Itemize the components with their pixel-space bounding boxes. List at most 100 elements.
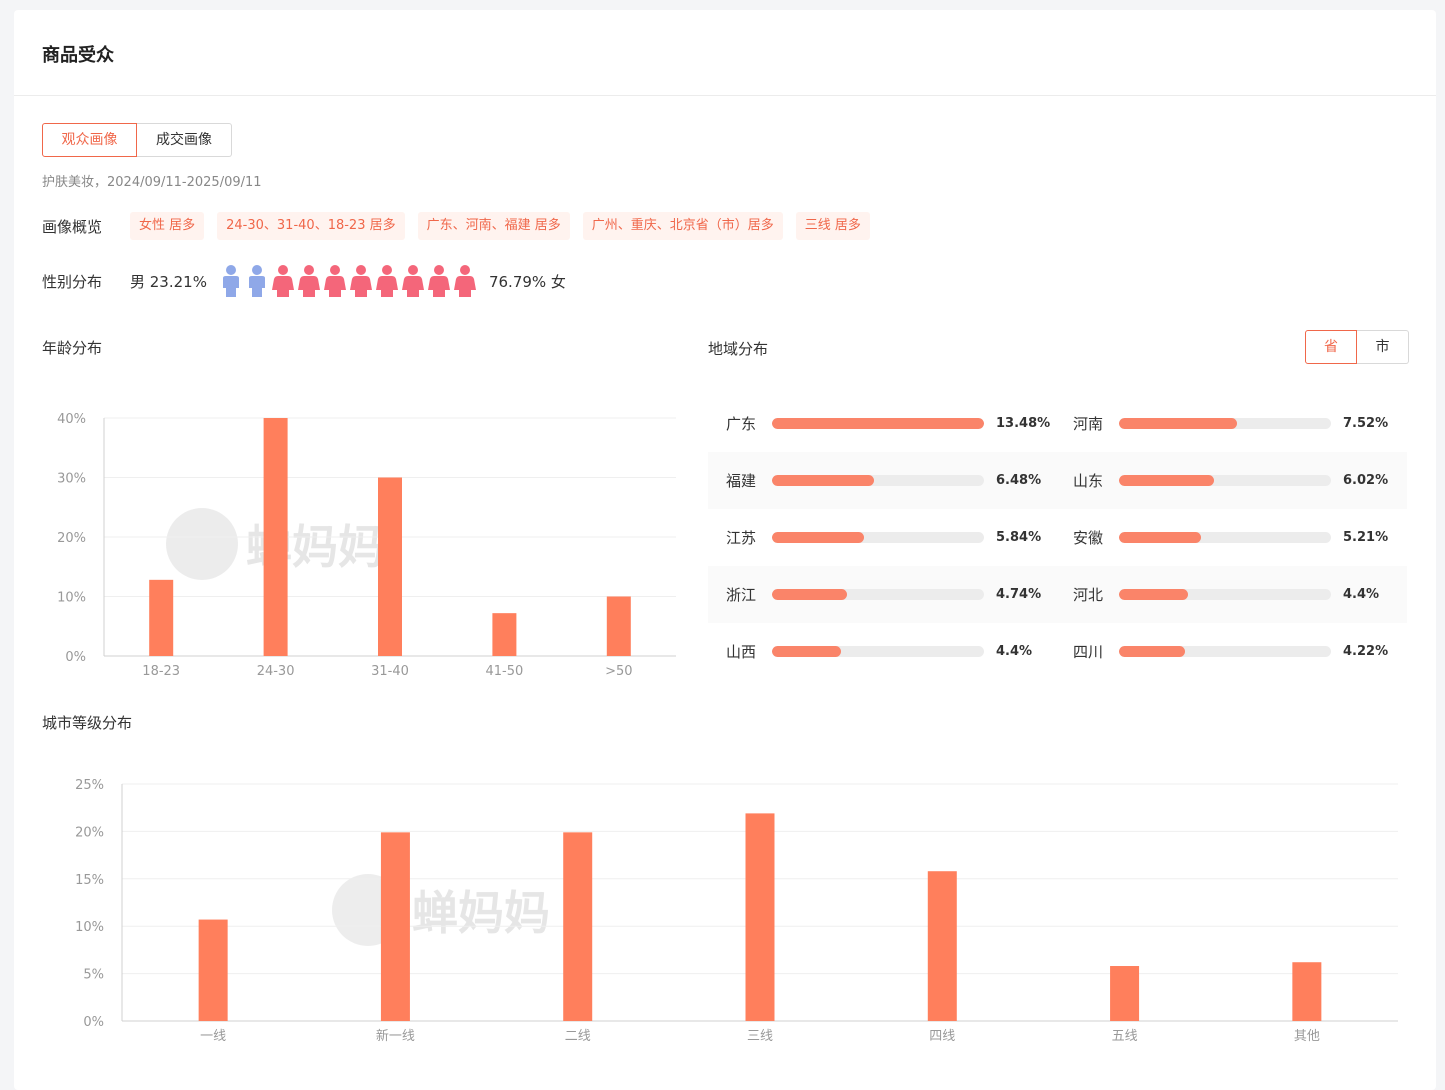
region-name: 河北 [1073, 586, 1104, 604]
x-tick-label: 24-30 [257, 664, 295, 678]
bar [745, 813, 775, 1021]
gender-people-icons [218, 264, 478, 298]
region-item: 安徽 5.21% [1055, 527, 1402, 548]
bar [198, 919, 228, 1021]
bar [563, 832, 593, 1021]
region-item: 山东 6.02% [1055, 470, 1402, 491]
y-tick-label: 5% [83, 968, 104, 983]
bar [606, 596, 631, 656]
region-bar-fill [1119, 475, 1214, 486]
region-row: 福建 6.48% 山东 6.02% [708, 452, 1407, 509]
region-row: 江苏 5.84% 安徽 5.21% [708, 509, 1407, 566]
region-item: 河北 4.4% [1055, 584, 1402, 605]
card-title: 商品受众 [42, 45, 114, 66]
region-list: 广东 13.48% 河南 7.52% 福建 6.48% 山东 6.02% 江苏 5.84% 安徽 5.… [708, 395, 1407, 680]
x-tick-label: >50 [605, 664, 632, 678]
female-person-icon [271, 265, 294, 297]
region-percentage: 7.52% [1343, 416, 1389, 431]
region-bar-fill [772, 475, 874, 486]
region-bar-track [772, 646, 984, 657]
female-person-icon [297, 265, 320, 297]
region-bar-fill [772, 532, 864, 543]
male-person-icon [248, 265, 265, 297]
x-tick-label: 二线 [565, 1029, 591, 1044]
region-name: 江苏 [726, 529, 757, 547]
bar [1110, 966, 1140, 1021]
city-level-bar-chart: 0% 5% 10% 15% 20% 25% 一线 新一线 二线 三线 四线 五线 其他 [75, 778, 1398, 1044]
x-tick-label: 新一线 [376, 1028, 415, 1044]
x-tick-label: 31-40 [371, 664, 409, 678]
region-row: 浙江 4.74% 河北 4.4% [708, 566, 1407, 623]
region-name: 浙江 [726, 586, 757, 604]
gender-label: 性别分布 [42, 272, 103, 291]
region-name: 福建 [726, 472, 757, 490]
region-name: 山东 [1073, 472, 1104, 490]
region-bar-fill [1119, 646, 1186, 657]
x-tick-label: 一线 [200, 1029, 226, 1044]
region-bar-track [1119, 475, 1331, 486]
region-level-toggle: 省 市 [1305, 330, 1409, 364]
region-bar-fill [1119, 418, 1238, 429]
region-item: 河南 7.52% [1055, 413, 1402, 434]
overview-tag-province: 广东、河南、福建 居多 [417, 212, 570, 240]
age-section-title: 年龄分布 [42, 339, 103, 357]
region-percentage: 4.4% [996, 644, 1033, 659]
region-item: 江苏 5.84% [708, 527, 1055, 548]
toggle-province[interactable]: 省 [1305, 330, 1357, 364]
region-section-title: 地域分布 [708, 340, 769, 358]
female-person-icon [427, 265, 450, 297]
overview-tag-city-level: 三线 居多 [795, 212, 870, 240]
region-bar-track [1119, 646, 1331, 657]
region-item: 广东 13.48% [708, 413, 1055, 434]
region-bar-track [1119, 589, 1331, 600]
category-date-range: 护肤美妆，2024/09/11-2025/09/11 [42, 175, 262, 190]
watermark-logo-icon [166, 508, 238, 580]
card-header: 商品受众 [14, 10, 1436, 96]
region-percentage: 5.21% [1343, 530, 1389, 545]
overview-tag-age: 24-30、31-40、18-23 居多 [217, 212, 405, 240]
region-bar-track [772, 589, 984, 600]
toggle-city[interactable]: 市 [1357, 330, 1409, 364]
product-audience-card: 商品受众 观众画像 成交画像 护肤美妆，2024/09/11-2025/09/1… [14, 10, 1436, 1090]
region-percentage: 13.48% [996, 416, 1051, 431]
region-percentage: 4.22% [1343, 644, 1389, 659]
bar [378, 477, 402, 656]
region-bar-fill [772, 646, 842, 657]
bar [492, 613, 517, 656]
y-tick-label: 0% [83, 1015, 104, 1030]
y-tick-label: 10% [75, 920, 104, 935]
region-percentage: 5.84% [996, 530, 1042, 545]
overview-tag-gender: 女性 居多 [130, 212, 205, 240]
region-name: 河南 [1073, 415, 1104, 433]
y-tick-label: 30% [57, 472, 86, 487]
female-person-icon [453, 265, 476, 297]
male-person-icon [222, 265, 239, 297]
y-tick-label: 0% [65, 650, 86, 665]
female-person-icon [375, 265, 398, 297]
y-tick-label: 20% [57, 531, 86, 546]
y-tick-label: 25% [75, 778, 104, 793]
x-tick-label: 五线 [1112, 1029, 1138, 1044]
overview-tag-city: 广州、重庆、北京省（市）居多 [582, 212, 783, 240]
region-percentage: 6.48% [996, 473, 1042, 488]
region-bar-track [772, 475, 984, 486]
region-name: 广东 [726, 415, 757, 433]
region-item: 四川 4.22% [1055, 641, 1402, 662]
region-name: 四川 [1073, 643, 1104, 661]
region-bar-fill [1119, 532, 1201, 543]
region-row: 广东 13.48% 河南 7.52% [708, 395, 1407, 452]
tab-viewer-portrait[interactable]: 观众画像 [42, 123, 137, 157]
x-tick-label: 三线 [747, 1029, 773, 1044]
bar [1292, 962, 1322, 1021]
y-tick-label: 20% [75, 825, 104, 840]
overview-label: 画像概览 [42, 217, 103, 236]
x-tick-label: 其他 [1294, 1029, 1320, 1044]
region-bar-fill [772, 418, 984, 429]
tab-deal-portrait[interactable]: 成交画像 [137, 123, 232, 157]
female-person-icon [401, 265, 424, 297]
region-bar-fill [1119, 589, 1189, 600]
gender-distribution: 性别分布 男 23.21% 76.79% 女 [42, 264, 566, 298]
region-name: 山西 [726, 643, 757, 661]
region-name: 安徽 [1073, 529, 1104, 547]
region-bar-track [772, 418, 984, 429]
